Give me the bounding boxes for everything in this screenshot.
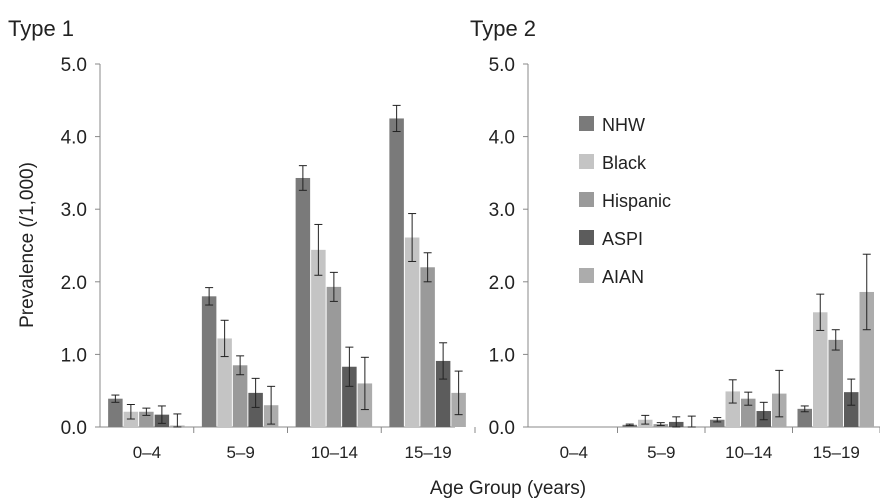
type-2-bar xyxy=(813,312,828,427)
type-1-panel: Type 1 0.0 1.0 2.0 3.0 4.0 5.0 0–4 5–9 10–14 15–1… xyxy=(8,16,476,462)
type-1-bar xyxy=(342,366,357,427)
type-1-bar xyxy=(295,177,311,427)
type-2-bar xyxy=(844,392,859,427)
legend-swatch xyxy=(579,230,594,245)
type-2-bar xyxy=(797,408,812,427)
type-2-x-tick-label: 10–14 xyxy=(725,443,772,462)
type-1-x-tick-label: 15–19 xyxy=(404,443,451,462)
type-1-y-tick-label: 4.0 xyxy=(61,128,87,149)
legend-label: Black xyxy=(602,153,647,173)
type-1-bar xyxy=(420,267,435,427)
legend-swatch xyxy=(579,192,594,207)
type-2-bar xyxy=(859,291,874,427)
type-1-bar xyxy=(248,392,263,427)
type-1-bar xyxy=(435,360,451,427)
type-1-bar xyxy=(232,365,248,427)
type-1-y-tick-label: 2.0 xyxy=(61,273,87,294)
type-2-y-tick-label: 5.0 xyxy=(489,55,515,76)
type-2-x-tick-label: 5–9 xyxy=(647,443,675,462)
legend: NHW Black Hispanic ASPI AIAN xyxy=(579,115,671,287)
legend-swatch xyxy=(579,268,594,283)
y-axis-title: Prevalence (/1,000) xyxy=(17,162,38,328)
legend-label: NHW xyxy=(602,115,645,135)
x-axis-title: Age Group (years) xyxy=(430,478,586,499)
type-2-y-tick-label: 3.0 xyxy=(489,200,515,221)
type-1-bar xyxy=(326,286,342,427)
legend-label: AIAN xyxy=(602,267,644,287)
type-2-x-tick-label: 0–4 xyxy=(560,443,588,462)
legend-label: ASPI xyxy=(602,229,643,249)
type-1-bar xyxy=(311,249,326,427)
type-1-bar xyxy=(108,398,123,427)
type-2-x-tick-label: 15–19 xyxy=(813,443,860,462)
type-1-y-tick-label: 0.0 xyxy=(61,418,87,439)
type-1-y-tick-label: 5.0 xyxy=(61,55,87,76)
type-1-bar xyxy=(404,237,420,427)
type-1-x-tick-label: 0–4 xyxy=(133,443,161,462)
type-2-bar xyxy=(725,391,740,427)
legend-swatch xyxy=(579,116,594,131)
type-2-bar xyxy=(828,339,843,427)
type-1-bar xyxy=(389,118,404,427)
type-2-panel: Type 2 0.0 1.0 2.0 3.0 4.0 5.0 0–4 5–9 10–14 15–1… xyxy=(470,16,880,462)
type-2-bar xyxy=(710,419,725,427)
type-1-y-tick-label: 1.0 xyxy=(61,345,87,366)
type-1-x-tick-label: 10–14 xyxy=(311,443,358,462)
legend-swatch xyxy=(579,154,594,169)
type-1-x-tick-label: 5–9 xyxy=(226,443,254,462)
type-1-title: Type 1 xyxy=(8,16,74,41)
type-2-y-tick-label: 2.0 xyxy=(489,273,515,294)
type-2-title: Type 2 xyxy=(470,16,536,41)
type-1-bar xyxy=(217,338,232,427)
type-2-bar xyxy=(741,398,756,427)
type-1-y-tick-label: 3.0 xyxy=(61,200,87,221)
type-2-y-tick-label: 1.0 xyxy=(489,345,515,366)
type-2-y-tick-label: 4.0 xyxy=(489,128,515,149)
type-1-bar xyxy=(201,296,217,427)
type-2-y-tick-label: 0.0 xyxy=(489,418,515,439)
legend-label: Hispanic xyxy=(602,191,671,211)
